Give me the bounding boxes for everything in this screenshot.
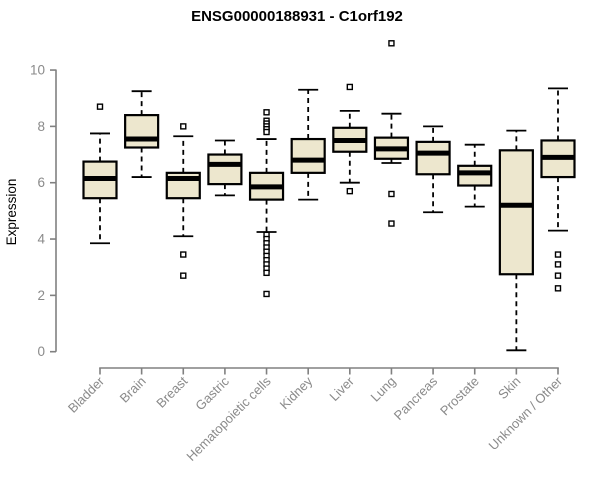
outlier-point	[180, 123, 187, 130]
boxplot-bladder	[82, 103, 118, 245]
boxplot-kidney	[290, 88, 326, 201]
y-axis-label: Expression	[4, 179, 19, 246]
x-tick-label-lung: Lung	[368, 374, 399, 405]
outlier-point	[263, 109, 270, 116]
x-tick-label-skin: Skin	[495, 374, 523, 402]
y-axis: 0 2 4 6 8 10	[30, 63, 57, 359]
x-tick-label-gastric: Gastric	[192, 373, 232, 413]
boxplot-liver	[332, 83, 368, 195]
x-tick-label-breast: Breast	[153, 373, 190, 410]
outlier-point	[388, 220, 395, 227]
boxplot-unknown-other	[540, 87, 576, 292]
outlier-point	[180, 251, 187, 258]
outlier-point	[554, 285, 562, 292]
outlier-point	[180, 272, 187, 279]
boxplot-hematopoietic-cells	[248, 109, 285, 298]
iqr-box	[415, 140, 451, 176]
x-tick-label-kidney: Kidney	[277, 373, 316, 412]
x-tick-label-brain: Brain	[117, 374, 149, 406]
boxplot-breast	[165, 123, 201, 279]
y-tick-label: 8	[37, 119, 45, 134]
y-tick-label: 6	[37, 175, 45, 190]
x-tick-label-pancreas: Pancreas	[391, 373, 441, 423]
boxplot-skin	[498, 129, 534, 352]
y-tick-label: 10	[30, 63, 45, 78]
x-tick-label-liver: Liver	[326, 373, 357, 404]
y-tick-label: 0	[37, 344, 45, 359]
iqr-box	[290, 137, 326, 174]
outlier-point	[96, 103, 104, 110]
boxplot-gastric	[207, 139, 243, 197]
iqr-box	[498, 149, 534, 276]
outlier-point	[554, 251, 562, 258]
boxplot-series-group	[82, 40, 576, 352]
outlier-point	[346, 83, 354, 91]
boxplot-lung	[373, 40, 410, 227]
outlier-point	[263, 128, 270, 136]
chart-title: ENSG00000188931 - C1orf192	[191, 8, 403, 25]
boxplot-pancreas	[415, 125, 451, 214]
outlier-point	[388, 190, 395, 198]
iqr-box	[457, 164, 493, 187]
iqr-box	[124, 114, 160, 149]
outlier-point	[346, 187, 354, 195]
outlier-point	[263, 290, 270, 298]
x-tick-label-prostate: Prostate	[437, 374, 482, 419]
boxplot-brain	[124, 90, 160, 178]
iqr-box	[207, 153, 243, 186]
x-tick-label-bladder: Bladder	[65, 373, 108, 416]
y-tick-label: 4	[37, 232, 45, 247]
boxplot-prostate	[457, 143, 493, 208]
outlier-point	[263, 269, 270, 277]
y-tick-label: 2	[37, 288, 45, 303]
outlier-point	[554, 272, 562, 279]
x-tick-label-unknown-other: Unknown / Other	[486, 373, 566, 453]
outlier-point	[388, 40, 395, 47]
outlier-point	[554, 261, 562, 268]
